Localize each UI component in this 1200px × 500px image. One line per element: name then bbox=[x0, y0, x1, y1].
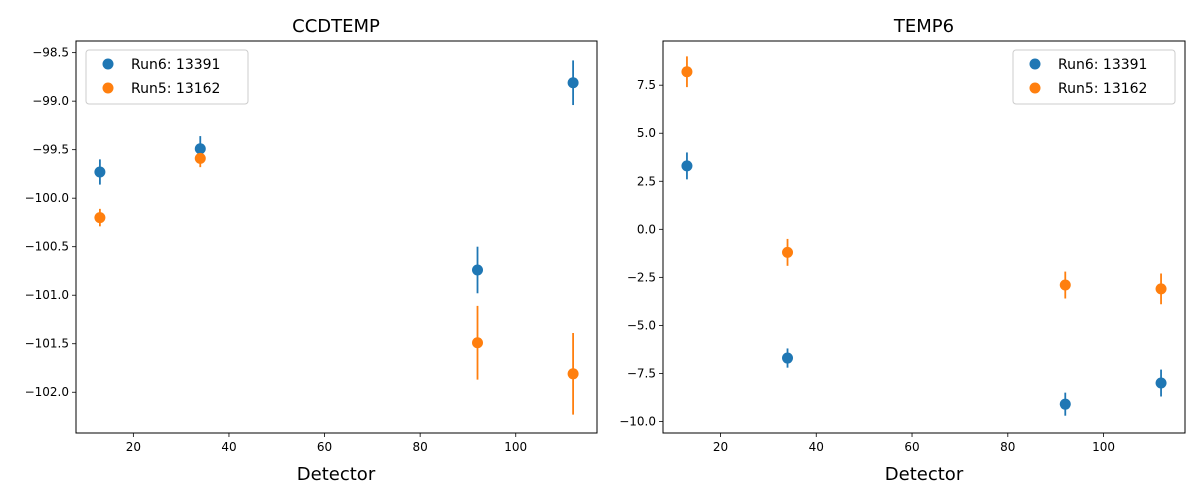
temp6-y-tick-label: 5.0 bbox=[637, 126, 656, 140]
temp6-legend-marker-1 bbox=[1029, 82, 1041, 94]
ccdtemp-y-tick-label: −102.0 bbox=[25, 385, 69, 399]
ccdtemp-title: CCDTEMP bbox=[292, 16, 380, 37]
ccdtemp-panel: CCDTEMP Detector 20 40 60 80 100 −98.5 −99.0 −9… bbox=[25, 16, 598, 485]
temp6-legend-marker-0 bbox=[1029, 58, 1041, 70]
ccdtemp-series-0-point bbox=[194, 143, 206, 155]
ccdtemp-series-1-point bbox=[94, 212, 106, 224]
temp6-x-tick-label: 20 bbox=[713, 440, 728, 454]
ccdtemp-legend-marker-1 bbox=[102, 82, 114, 94]
temp6-x-tick-label: 60 bbox=[904, 440, 919, 454]
temp6-y-tick-label: −2.5 bbox=[627, 270, 656, 284]
temp6-legend-label-1: Run5: 13162 bbox=[1058, 81, 1147, 97]
temp6-series-0-point bbox=[1059, 398, 1071, 410]
ccdtemp-y-tick-label: −101.0 bbox=[25, 288, 69, 302]
temp6-series-0-point bbox=[681, 160, 693, 172]
temp6-series-0-point bbox=[1155, 377, 1167, 389]
ccdtemp-y-tick-label: −99.0 bbox=[32, 94, 69, 108]
ccdtemp-y-tick-label: −100.0 bbox=[25, 191, 69, 205]
ccdtemp-legend-label-0: Run6: 13391 bbox=[131, 57, 220, 73]
temp6-y-tick-label: −7.5 bbox=[627, 366, 656, 380]
ccdtemp-series-1-point bbox=[194, 152, 206, 164]
ccdtemp-xlabel: Detector bbox=[297, 464, 376, 485]
ccdtemp-series-1-point bbox=[472, 337, 484, 349]
temp6-legend-box bbox=[1012, 49, 1176, 105]
temp6-series-1-point bbox=[681, 66, 693, 78]
ccdtemp-y-tick-label: −101.5 bbox=[25, 337, 69, 351]
temp6-y-tick-label: 0.0 bbox=[637, 222, 656, 236]
ccdtemp-axes-frame bbox=[75, 40, 598, 434]
temp6-xlabel: Detector bbox=[885, 464, 964, 485]
temp6-y-tick-label: 2.5 bbox=[637, 174, 656, 188]
temp6-y-tick-label: −10.0 bbox=[619, 414, 656, 428]
ccdtemp-legend-marker-0 bbox=[102, 58, 114, 70]
temp6-panel: TEMP6 Detector 20 40 60 80 100 7.5 5.0 2.5 0.0 −2… bbox=[619, 16, 1186, 485]
temp6-x-tick-label: 40 bbox=[809, 440, 824, 454]
ccdtemp-y-tick-label: −99.5 bbox=[32, 143, 69, 157]
ccdtemp-legend-box bbox=[85, 49, 249, 105]
temp6-legend-label-0: Run6: 13391 bbox=[1058, 57, 1147, 73]
temp6-series-1-point bbox=[1059, 279, 1071, 291]
ccdtemp-series-1-point bbox=[567, 368, 579, 380]
ccdtemp-legend: Run6: 13391 Run5: 13162 bbox=[85, 49, 249, 105]
ccdtemp-x-tick-label: 20 bbox=[126, 440, 141, 454]
ccdtemp-series-0-point bbox=[567, 77, 579, 89]
ccdtemp-x-tick-label: 80 bbox=[413, 440, 428, 454]
ccdtemp-x-tick-label: 40 bbox=[221, 440, 236, 454]
temp6-axes-frame bbox=[662, 40, 1186, 434]
temp6-y-tick-label: 7.5 bbox=[637, 78, 656, 92]
temp6-series-0-point bbox=[782, 352, 794, 364]
ccdtemp-x-tick-label: 100 bbox=[504, 440, 527, 454]
temp6-title: TEMP6 bbox=[893, 16, 954, 37]
ccdtemp-series-0-point bbox=[472, 264, 484, 276]
temp6-series-1-point bbox=[782, 246, 794, 258]
ccdtemp-y-tick-label: −100.5 bbox=[25, 240, 69, 254]
ccdtemp-series-0-point bbox=[94, 166, 106, 178]
temp6-x-tick-label: 80 bbox=[1000, 440, 1015, 454]
ccdtemp-y-tick-label: −98.5 bbox=[32, 46, 69, 60]
ccdtemp-legend-label-1: Run5: 13162 bbox=[131, 81, 220, 97]
temp6-y-tick-label: −5.0 bbox=[627, 318, 656, 332]
ccdtemp-x-tick-label: 60 bbox=[317, 440, 332, 454]
temp6-legend: Run6: 13391 Run5: 13162 bbox=[1012, 49, 1176, 105]
temp6-series-1-point bbox=[1155, 283, 1167, 295]
temp6-x-tick-label: 100 bbox=[1092, 440, 1115, 454]
